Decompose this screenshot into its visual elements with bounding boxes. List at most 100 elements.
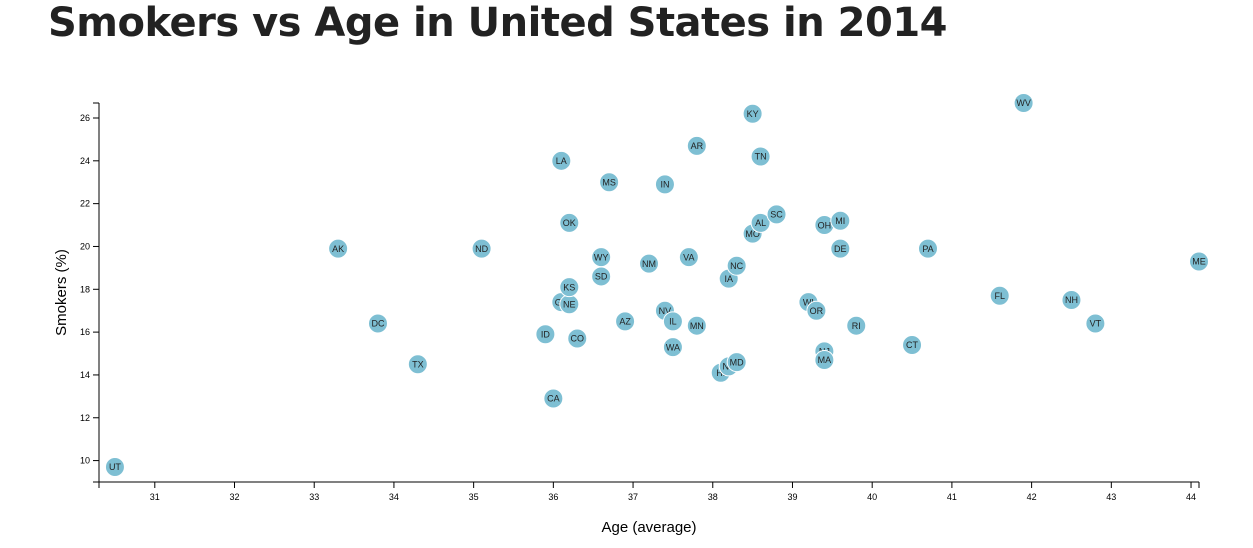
data-point-marker[interactable] — [750, 212, 771, 233]
data-point-marker[interactable] — [1085, 313, 1106, 334]
x-tick-label: 38 — [708, 492, 718, 502]
data-point-marker[interactable] — [599, 172, 620, 193]
data-point-mn[interactable]: MN — [686, 315, 707, 336]
x-tick-label: 37 — [628, 492, 638, 502]
data-point-ar[interactable]: AR — [686, 135, 707, 156]
y-tick-label: 10 — [80, 456, 90, 466]
data-point-pa[interactable]: PA — [917, 238, 938, 259]
data-point-marker[interactable] — [766, 204, 787, 225]
data-point-nd[interactable]: ND — [471, 238, 492, 259]
data-point-marker[interactable] — [1013, 93, 1034, 113]
data-point-marker[interactable] — [407, 354, 428, 375]
data-point-marker[interactable] — [367, 313, 388, 334]
data-point-az[interactable]: AZ — [615, 311, 636, 332]
data-point-id[interactable]: ID — [535, 324, 556, 345]
data-point-ok[interactable]: OK — [559, 212, 580, 233]
data-point-mi[interactable]: MI — [830, 210, 851, 231]
data-point-marker[interactable] — [551, 150, 572, 171]
data-point-vt[interactable]: VT — [1085, 313, 1106, 334]
data-point-marker[interactable] — [104, 457, 125, 478]
data-point-marker[interactable] — [750, 146, 771, 167]
data-point-sc[interactable]: SC — [766, 204, 787, 225]
data-point-label: AZ — [619, 317, 631, 327]
data-point-or[interactable]: OR — [806, 300, 827, 321]
data-point-marker[interactable] — [917, 238, 938, 259]
x-tick-label: 42 — [1027, 492, 1037, 502]
data-point-marker[interactable] — [662, 311, 683, 332]
data-point-marker[interactable] — [654, 174, 675, 195]
data-point-marker[interactable] — [726, 255, 747, 276]
data-point-label: VA — [683, 252, 694, 262]
data-point-il[interactable]: IL — [662, 311, 683, 332]
data-point-marker[interactable] — [830, 238, 851, 259]
data-point-tx[interactable]: TX — [407, 354, 428, 375]
data-point-nh[interactable]: NH — [1061, 289, 1082, 310]
data-point-marker[interactable] — [678, 247, 699, 268]
data-point-la[interactable]: LA — [551, 150, 572, 171]
data-point-co[interactable]: CO — [567, 328, 588, 349]
data-point-label: IA — [724, 274, 733, 284]
data-point-ct[interactable]: CT — [902, 334, 923, 355]
data-point-al[interactable]: AL — [750, 212, 771, 233]
data-point-wv[interactable]: WV — [1013, 93, 1034, 113]
data-point-marker[interactable] — [1061, 289, 1082, 310]
data-point-wy[interactable]: WY — [591, 247, 612, 268]
data-point-marker[interactable] — [814, 349, 835, 370]
data-point-ms[interactable]: MS — [599, 172, 620, 193]
data-point-ri[interactable]: RI — [846, 315, 867, 336]
data-point-md[interactable]: MD — [726, 352, 747, 373]
data-point-marker[interactable] — [726, 352, 747, 373]
data-point-marker[interactable] — [543, 388, 564, 409]
x-tick-label: 33 — [309, 492, 319, 502]
data-point-marker[interactable] — [742, 103, 763, 124]
data-point-marker[interactable] — [662, 337, 683, 358]
data-point-me[interactable]: ME — [1189, 251, 1209, 272]
data-point-marker[interactable] — [686, 315, 707, 336]
data-point-marker[interactable] — [591, 266, 612, 287]
data-point-ks[interactable]: KS — [559, 277, 580, 298]
data-point-sd[interactable]: SD — [591, 266, 612, 287]
data-point-marker[interactable] — [989, 285, 1010, 306]
data-point-ut[interactable]: UT — [104, 457, 125, 478]
data-point-marker[interactable] — [902, 334, 923, 355]
data-point-marker[interactable] — [328, 238, 349, 259]
data-point-ma[interactable]: MA — [814, 349, 835, 370]
x-axis: 31 32 33 34 35 36 37 38 39 40 41 42 43 44 — [98, 481, 1200, 502]
data-point-marker[interactable] — [639, 253, 659, 274]
data-point-fl[interactable]: FL — [989, 285, 1010, 306]
data-point-label: ND — [475, 244, 488, 254]
data-point-marker[interactable] — [535, 324, 556, 345]
data-point-ky[interactable]: KY — [742, 103, 763, 124]
data-point-label: MD — [730, 357, 744, 367]
data-point-va[interactable]: VA — [678, 247, 699, 268]
data-point-in[interactable]: IN — [654, 174, 675, 195]
data-point-nc[interactable]: NC — [726, 255, 747, 276]
data-point-ak[interactable]: AK — [328, 238, 349, 259]
data-point-ca[interactable]: CA — [543, 388, 564, 409]
data-point-marker[interactable] — [846, 315, 867, 336]
data-point-label: ID — [541, 329, 551, 339]
y-tick-label: 16 — [80, 327, 90, 337]
data-point-marker[interactable] — [1189, 251, 1209, 272]
data-point-marker[interactable] — [567, 328, 588, 349]
x-tick-label: 43 — [1106, 492, 1116, 502]
data-point-marker[interactable] — [559, 212, 580, 233]
data-point-de[interactable]: DE — [830, 238, 851, 259]
data-point-marker[interactable] — [471, 238, 492, 259]
data-point-label: KS — [563, 282, 575, 292]
data-point-marker[interactable] — [806, 300, 827, 321]
data-point-label: MN — [690, 321, 704, 331]
data-point-dc[interactable]: DC — [367, 313, 388, 334]
data-point-marker[interactable] — [830, 210, 851, 231]
data-point-label: PA — [922, 244, 933, 254]
data-point-ne[interactable]: NE — [559, 294, 580, 315]
data-point-nm[interactable]: NM — [639, 253, 659, 274]
data-point-label: TX — [412, 359, 424, 369]
data-point-marker[interactable] — [615, 311, 636, 332]
data-point-marker[interactable] — [559, 277, 580, 298]
data-point-tn[interactable]: TN — [750, 146, 771, 167]
data-point-marker[interactable] — [686, 135, 707, 156]
y-tick-label: 20 — [80, 241, 90, 251]
data-point-wa[interactable]: WA — [662, 337, 683, 358]
